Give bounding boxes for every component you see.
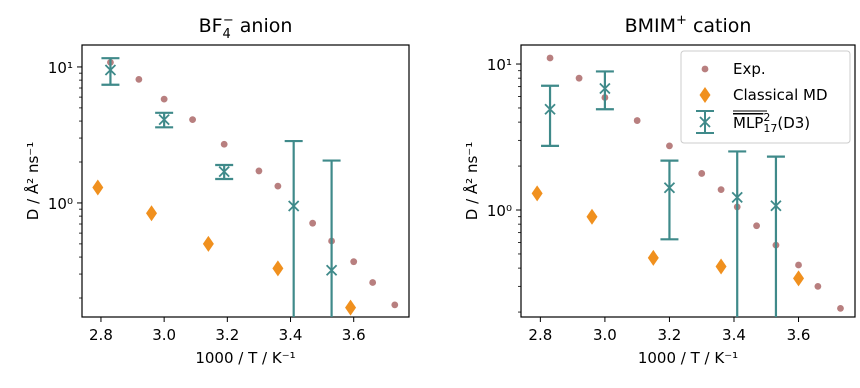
x-axis-label: 1000 / T / K⁻¹ — [195, 349, 295, 367]
plot-panel-1: 2.8 3.0 3.2 3.4 3.6 10⁰ 10¹ 1000 / T / K⁻¹ D / Å… — [23, 13, 410, 367]
exp-point — [698, 170, 706, 177]
classical-md-point — [793, 270, 805, 287]
mlp-point — [599, 82, 611, 95]
mlp-point — [104, 64, 117, 76]
x-tick-label: 3.4 — [279, 326, 303, 344]
x-tick-label: 3.6 — [342, 326, 366, 344]
x-tick-label: 3.2 — [658, 326, 682, 344]
data-layer — [531, 54, 844, 317]
panel-title: BF4− anion — [199, 13, 293, 42]
x-tick-label: 3.0 — [593, 326, 617, 344]
exp-point — [837, 304, 844, 312]
x-tick-label: 2.8 — [89, 326, 113, 344]
y-axis-label: D / Å² ns⁻¹ — [23, 142, 42, 220]
legend-classical-label: Classical MD — [733, 86, 828, 104]
classical-md-point — [647, 249, 659, 266]
x-tick-label: 3.6 — [787, 326, 811, 344]
classical-md-point — [345, 299, 357, 316]
classical-md-point — [272, 260, 284, 277]
classical-md-point — [146, 205, 158, 222]
series-exp- — [107, 59, 399, 309]
series-classical-md — [531, 185, 805, 287]
panel-title: BMIM+ cation — [625, 13, 752, 37]
legend-exp-label: Exp. — [733, 60, 766, 78]
exp-point — [369, 279, 377, 286]
exp-point — [666, 142, 673, 150]
legend-exp-marker — [701, 65, 709, 73]
y-tick-label: 10⁰ — [48, 195, 73, 213]
mlp-point — [663, 182, 676, 194]
classical-md-point — [715, 258, 727, 275]
mlp-point — [770, 200, 782, 212]
classical-md-point — [202, 235, 214, 252]
exp-point — [309, 219, 317, 227]
exp-point — [135, 75, 143, 83]
plot-panel-2: 2.8 3.0 3.2 3.4 3.6 10⁰ 10¹ 1000 / T / K⁻¹ D / Å… — [462, 13, 856, 367]
exp-point — [255, 167, 263, 175]
mlp-point — [158, 113, 170, 126]
y-axis-label: D / Å² ns⁻¹ — [462, 142, 481, 220]
exp-point — [717, 186, 725, 193]
axes-frame — [81, 44, 410, 318]
mlp-point — [218, 165, 230, 178]
legend-mlp-label: MLP2 17(D3) — [733, 111, 810, 135]
y-tick-label: 10¹ — [487, 56, 512, 74]
mlp-point — [288, 200, 300, 212]
exp-point — [814, 282, 822, 290]
exp-point — [575, 74, 583, 82]
classical-md-point — [586, 208, 598, 225]
legend: Exp. Classical MD MLP2 17(D3) — [680, 50, 851, 144]
exp-point — [546, 54, 554, 62]
legend-box — [680, 50, 851, 144]
exp-point — [391, 301, 399, 309]
y-tick-label: 10¹ — [48, 59, 73, 77]
x-tick-label: 3.0 — [152, 326, 176, 344]
mlp-point — [325, 264, 338, 276]
legend-mlp-marker — [699, 116, 711, 128]
classical-md-point — [92, 179, 104, 196]
series-mlp — [101, 57, 341, 317]
exp-point — [633, 117, 641, 124]
exp-point — [160, 95, 168, 103]
mlp-point — [731, 191, 743, 204]
y-tick-label: 10⁰ — [487, 202, 512, 220]
data-layer — [92, 57, 399, 317]
x-tick-label: 3.4 — [722, 326, 746, 344]
exp-point — [220, 140, 228, 148]
exp-point — [795, 261, 802, 269]
axes-frame — [520, 44, 856, 318]
exp-point — [274, 182, 282, 190]
series-mlp — [541, 70, 785, 317]
mlp-point — [544, 103, 556, 115]
x-tick-label: 3.2 — [215, 326, 239, 344]
exp-point — [753, 222, 760, 230]
classical-md-point — [531, 185, 543, 202]
exp-point — [189, 116, 196, 124]
x-tick-label: 2.8 — [528, 326, 552, 344]
exp-point — [350, 258, 358, 266]
series-classical-md — [92, 179, 357, 316]
legend-classical-marker — [699, 87, 711, 103]
x-axis-label: 1000 / T / K⁻¹ — [638, 349, 738, 367]
